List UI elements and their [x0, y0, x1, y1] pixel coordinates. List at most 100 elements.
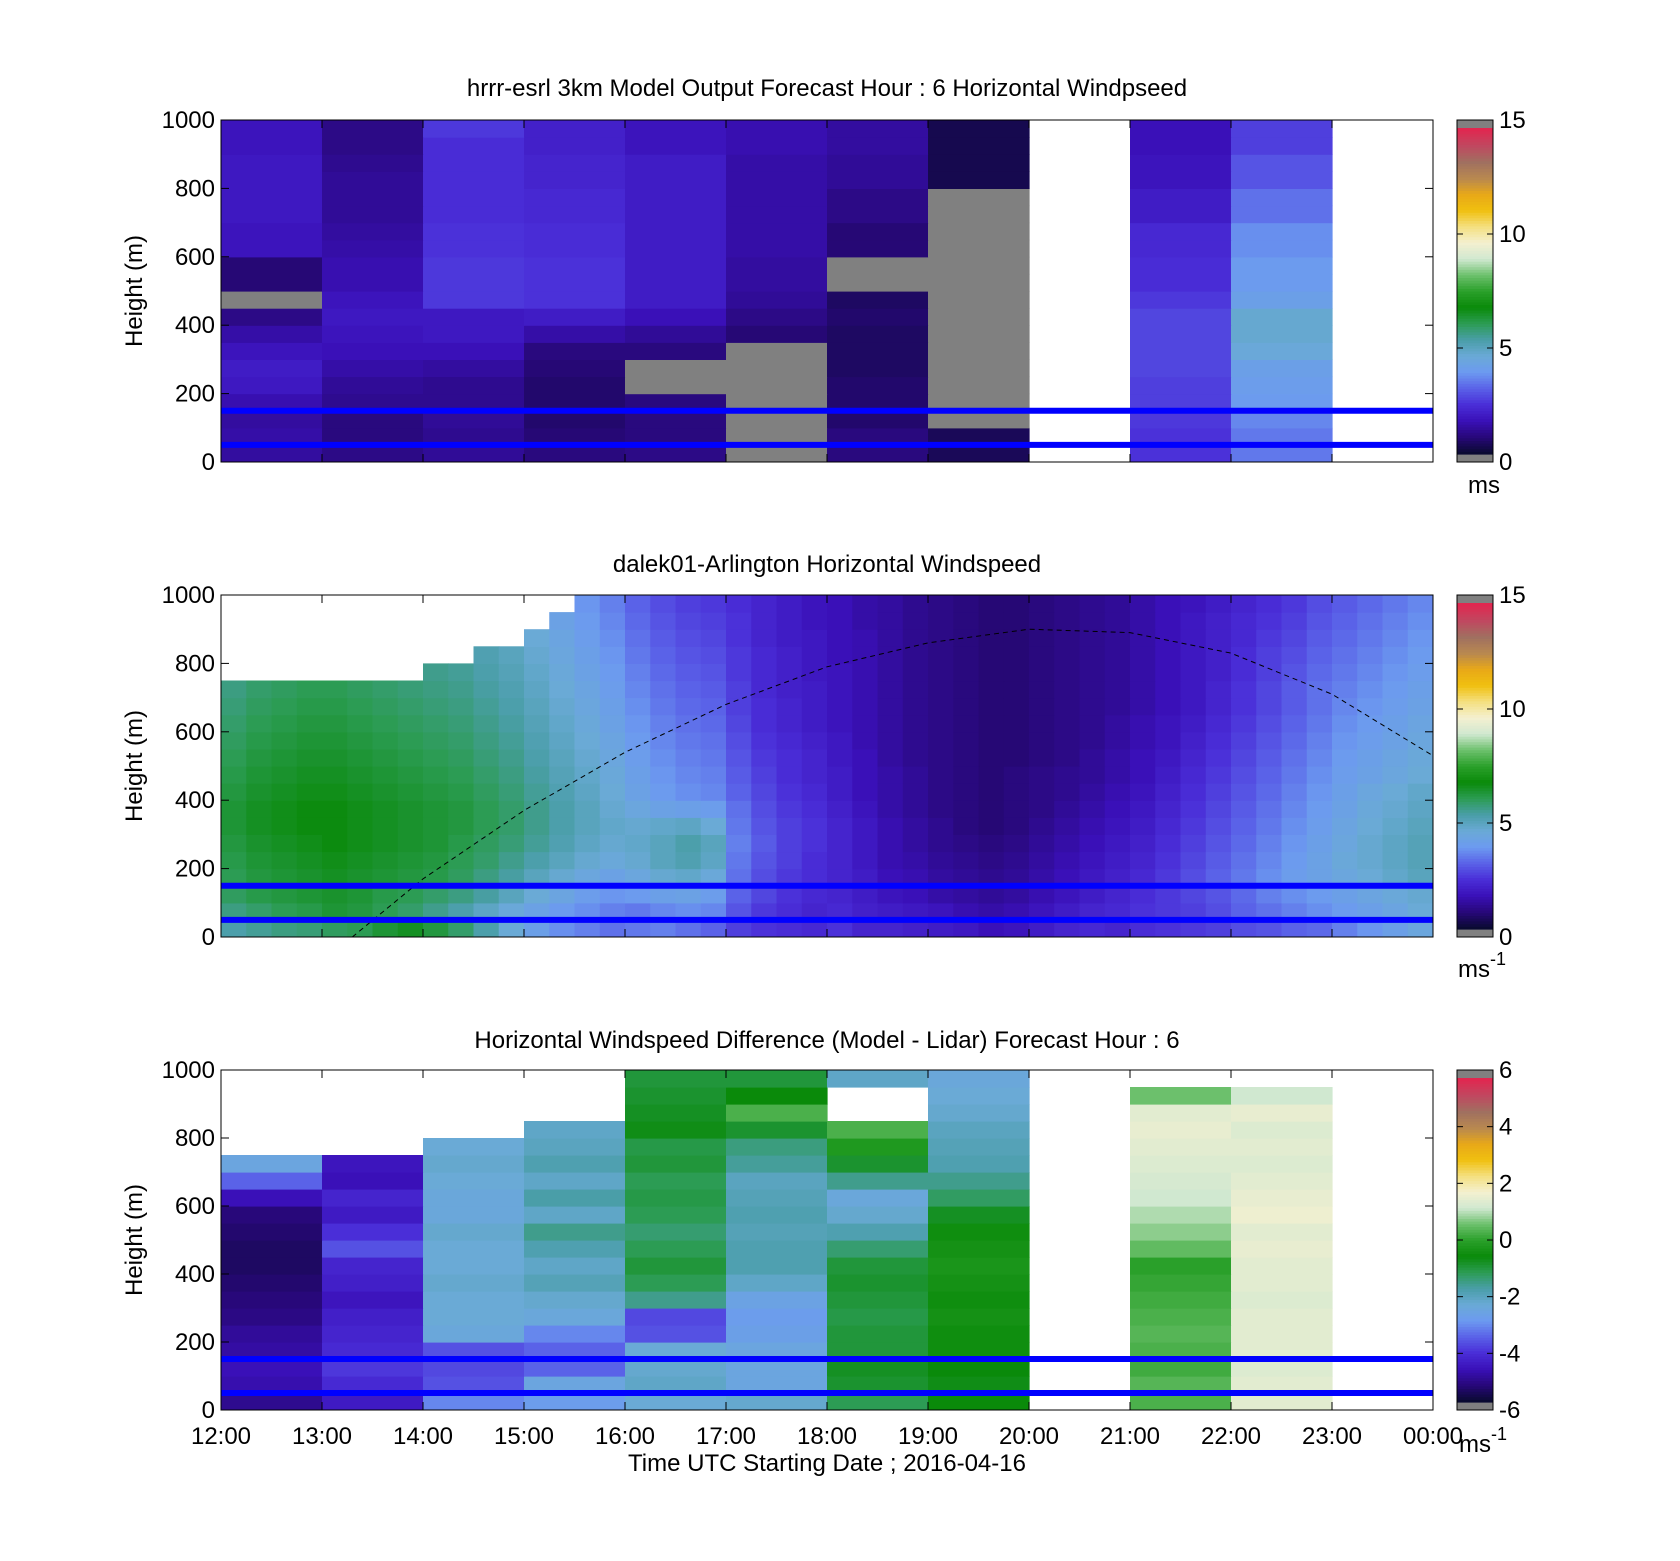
heatmap-cell [650, 731, 677, 750]
heatmap-cell [1382, 646, 1409, 664]
heatmap-cell [1256, 834, 1283, 853]
heatmap-cell [877, 783, 904, 801]
heatmap-cell [1054, 817, 1081, 835]
heatmap-cell [1130, 1342, 1232, 1360]
heatmap-cell [1029, 697, 1055, 716]
colorbar-swatch [1457, 738, 1493, 743]
colorbar-swatch [1457, 353, 1493, 357]
heatmap-cell [1130, 1155, 1232, 1173]
colorbar-swatch [1457, 923, 1493, 927]
colorbar-swatch [1457, 1191, 1493, 1195]
heatmap-cell [700, 885, 727, 904]
heatmap-cell [1180, 919, 1207, 937]
heatmap-cell [599, 766, 626, 784]
heatmap-cell [524, 868, 550, 887]
heatmap-cell [650, 834, 677, 853]
heatmap-cell [448, 748, 475, 767]
heatmap-cell [902, 731, 929, 750]
heatmap-cell [221, 800, 247, 818]
heatmap-cell [1357, 714, 1384, 733]
heatmap-cell [1332, 800, 1358, 818]
heatmap-cell [776, 714, 803, 733]
heatmap-cell [322, 1274, 424, 1292]
heatmap-cell [322, 342, 424, 360]
heatmap-cell [221, 154, 323, 172]
colorbar-swatch [1457, 779, 1493, 783]
colorbar-swatch [1457, 399, 1493, 403]
colorbar-swatch [1457, 809, 1493, 813]
colorbar-swatch [1457, 874, 1493, 878]
colorbar-swatch [1457, 1326, 1493, 1330]
heatmap-cell [1155, 800, 1182, 818]
heatmap-cell [1306, 834, 1333, 853]
heatmap-cell [1180, 697, 1207, 716]
heatmap-cell [1306, 885, 1333, 904]
heatmap-cell [978, 851, 1005, 870]
heatmap-cell [675, 817, 702, 835]
colorbar-swatch [1457, 1267, 1493, 1271]
heatmap-cell [397, 714, 424, 733]
colorbar-swatch [1457, 912, 1493, 917]
heatmap-cell [549, 731, 576, 750]
heatmap-cell [726, 834, 752, 853]
heatmap-cell [473, 885, 500, 904]
colorbar-swatch [1457, 348, 1493, 352]
colorbar-swatch [1457, 1145, 1493, 1149]
heatmap-cell [574, 731, 601, 750]
heatmap-cell [1180, 783, 1207, 801]
x-tick-label: 12:00 [191, 1423, 251, 1450]
heatmap-cell [498, 766, 525, 784]
colorbar-swatch [1457, 383, 1493, 387]
heatmap-cell [473, 646, 500, 664]
heatmap-cell [498, 680, 525, 699]
heatmap-cell [322, 1257, 424, 1275]
colorbar-swatch [1457, 263, 1493, 268]
heatmap-cell [675, 629, 702, 647]
colorbar-swatch [1457, 342, 1493, 346]
colorbar-tick-label: -6 [1499, 1397, 1520, 1424]
heatmap-cell [1382, 731, 1409, 750]
heatmap-cell [650, 766, 677, 784]
heatmap-cell [978, 868, 1005, 887]
colorbar-swatch [1457, 1342, 1493, 1346]
colorbar-swatch [1457, 369, 1493, 374]
colorbar-swatch [1457, 869, 1493, 873]
heatmap-cell [423, 1172, 525, 1190]
heatmap-cell [726, 629, 752, 647]
heatmap-cell [726, 205, 828, 224]
heatmap-cell [827, 595, 853, 613]
heatmap-cell [625, 1121, 727, 1139]
heatmap-cell [953, 851, 980, 870]
heatmap-cell [928, 120, 1030, 138]
colorbar-swatch [1457, 1321, 1493, 1325]
heatmap-cell [675, 902, 702, 921]
colorbar-swatch [1457, 918, 1493, 922]
heatmap-cell [700, 800, 727, 818]
heatmap-cell [1130, 595, 1156, 613]
heatmap-cell [801, 885, 828, 904]
heatmap-cell [801, 851, 828, 870]
heatmap-cell [1003, 714, 1030, 733]
heatmap-cell [322, 325, 424, 343]
heatmap-cell [524, 663, 550, 682]
heatmap-cell [1029, 663, 1055, 682]
heatmap-cell [726, 1070, 828, 1088]
heatmap-cell [1382, 766, 1409, 784]
heatmap-cell [1256, 680, 1283, 699]
heatmap-cell [827, 1393, 929, 1410]
heatmap-cell [827, 817, 853, 835]
heatmap-cell [1079, 868, 1106, 887]
heatmap-cell [852, 629, 879, 647]
heatmap-cell [1306, 902, 1333, 921]
heatmap-cell [902, 629, 929, 647]
panel-difference-guides [221, 1356, 1433, 1396]
colorbar-swatch [1457, 689, 1493, 694]
heatmap-cell [978, 748, 1005, 767]
heatmap-cell [423, 171, 525, 189]
heatmap-cell [1003, 817, 1030, 835]
heatmap-cell [953, 834, 980, 853]
heatmap-cell [827, 800, 853, 818]
heatmap-cell [801, 731, 828, 750]
heatmap-cell [1332, 885, 1358, 904]
heatmap-cell [1130, 1359, 1232, 1377]
